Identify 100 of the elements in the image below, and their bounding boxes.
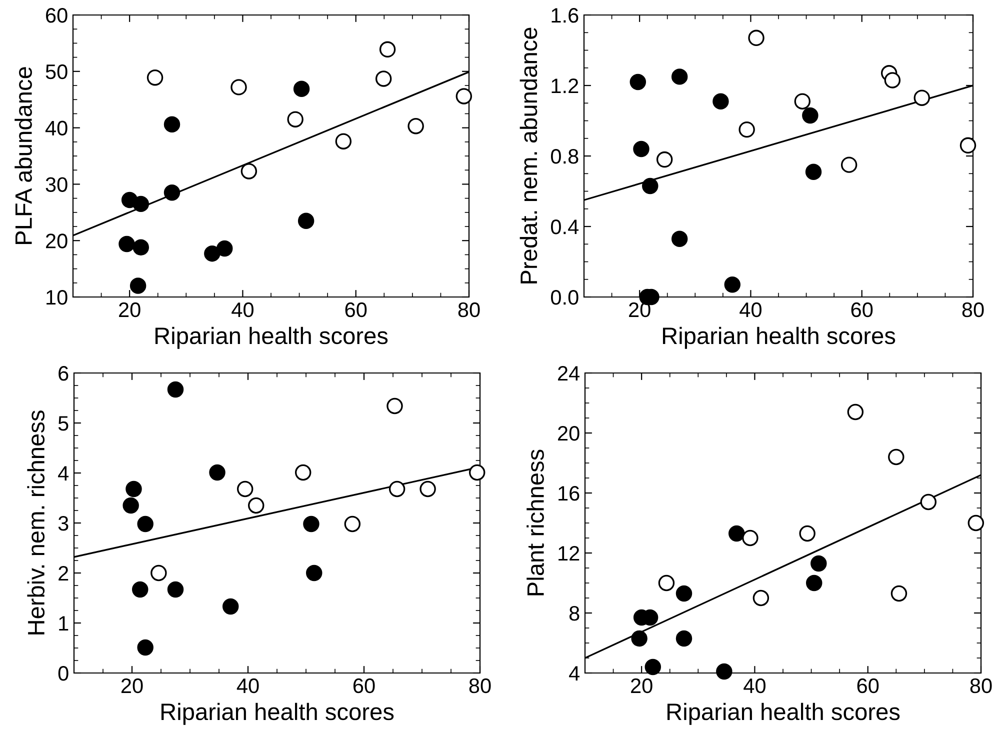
x-tick-label: 20 — [119, 302, 140, 318]
y-tick-label: 40 — [45, 120, 68, 136]
point — [794, 93, 811, 110]
point — [167, 581, 184, 598]
point — [630, 74, 646, 90]
point — [130, 278, 146, 294]
y-tick-label: 2 — [58, 566, 68, 581]
point — [118, 236, 135, 252]
point — [236, 480, 254, 498]
y-tick-label: 4 — [569, 666, 580, 681]
point — [335, 133, 352, 150]
y-tick-label: 8 — [569, 606, 580, 621]
y-tick-label: 0.0 — [550, 290, 578, 305]
point — [742, 530, 758, 546]
point — [633, 140, 650, 158]
x-tick-label: 20 — [631, 678, 652, 694]
point — [122, 497, 139, 514]
point — [468, 464, 486, 481]
x-tick-label: 80 — [962, 302, 984, 318]
y-axis-title: PLFA abundance — [14, 67, 32, 244]
point — [386, 398, 403, 414]
point — [716, 663, 732, 680]
point — [344, 516, 361, 532]
y-tick-label: 24 — [558, 366, 580, 381]
point — [240, 163, 258, 180]
point — [802, 107, 818, 124]
y-tick-label: 5 — [58, 416, 68, 431]
point — [914, 90, 930, 106]
y-axis-title: Predat. nem. abundance — [520, 28, 538, 284]
x-axis-title: Riparian health scores — [667, 702, 900, 725]
y-axis-title: Herbiv. nem. richness — [27, 410, 45, 634]
y-tick-label: 20 — [46, 234, 68, 248]
x-tick-label: 60 — [851, 302, 873, 318]
point — [884, 72, 901, 88]
point — [294, 464, 312, 481]
point — [164, 184, 180, 201]
point — [293, 80, 310, 97]
point — [132, 196, 150, 212]
point — [248, 497, 264, 514]
x-axis-title: Riparian health scores — [662, 326, 896, 349]
point — [806, 574, 822, 592]
point — [644, 658, 662, 676]
point — [642, 178, 658, 194]
y-tick-label: 10 — [46, 290, 68, 305]
point — [656, 151, 673, 168]
y-tick-label: 30 — [46, 177, 68, 192]
x-tick-label: 80 — [469, 678, 491, 694]
x-tick-label: 40 — [236, 678, 259, 694]
point — [888, 448, 904, 466]
point — [748, 30, 764, 46]
point — [420, 480, 436, 498]
y-tick-label: 20 — [558, 426, 580, 441]
point — [799, 525, 816, 542]
x-tick-label: 80 — [970, 678, 992, 694]
point — [631, 630, 648, 647]
point — [724, 276, 740, 293]
point — [712, 93, 729, 110]
y-tick-label: 4 — [58, 466, 69, 481]
point — [150, 564, 167, 582]
x-tick-label: 40 — [744, 678, 766, 694]
point — [306, 564, 322, 582]
y-tick-label: 16 — [558, 486, 580, 501]
x-tick-label: 60 — [353, 678, 375, 694]
point — [204, 245, 220, 262]
point — [375, 70, 392, 87]
point — [738, 121, 755, 138]
point — [840, 156, 858, 173]
point — [126, 480, 142, 498]
y-tick-label: 1 — [59, 616, 68, 631]
point — [230, 79, 247, 96]
x-axis-title: Riparian health scores — [155, 326, 388, 349]
y-tick-label: 0 — [58, 666, 68, 681]
point — [920, 494, 937, 510]
y-tick-label: 50 — [46, 64, 68, 80]
point — [847, 404, 864, 420]
point — [408, 118, 424, 134]
y-tick-label: 60 — [46, 8, 68, 23]
point — [137, 639, 154, 656]
point — [167, 381, 184, 398]
point — [676, 630, 692, 647]
y-tick-label: 12 — [558, 546, 580, 561]
y-tick-label: 0.4 — [550, 220, 579, 234]
point — [968, 514, 984, 532]
point — [303, 516, 320, 532]
point — [752, 590, 770, 606]
x-tick-label: 20 — [121, 678, 143, 694]
x-tick-label: 60 — [345, 302, 367, 318]
point — [805, 164, 822, 180]
point — [222, 598, 239, 615]
point — [137, 516, 154, 532]
x-tick-label: 80 — [458, 302, 480, 318]
point — [298, 212, 314, 229]
point — [960, 137, 976, 154]
y-tick-label: 1.2 — [552, 78, 578, 94]
y-tick-label: 1.6 — [552, 8, 578, 23]
point — [676, 585, 692, 602]
point — [132, 239, 150, 256]
point — [164, 116, 180, 133]
point — [658, 574, 675, 592]
y-tick-label: 6 — [58, 366, 68, 381]
